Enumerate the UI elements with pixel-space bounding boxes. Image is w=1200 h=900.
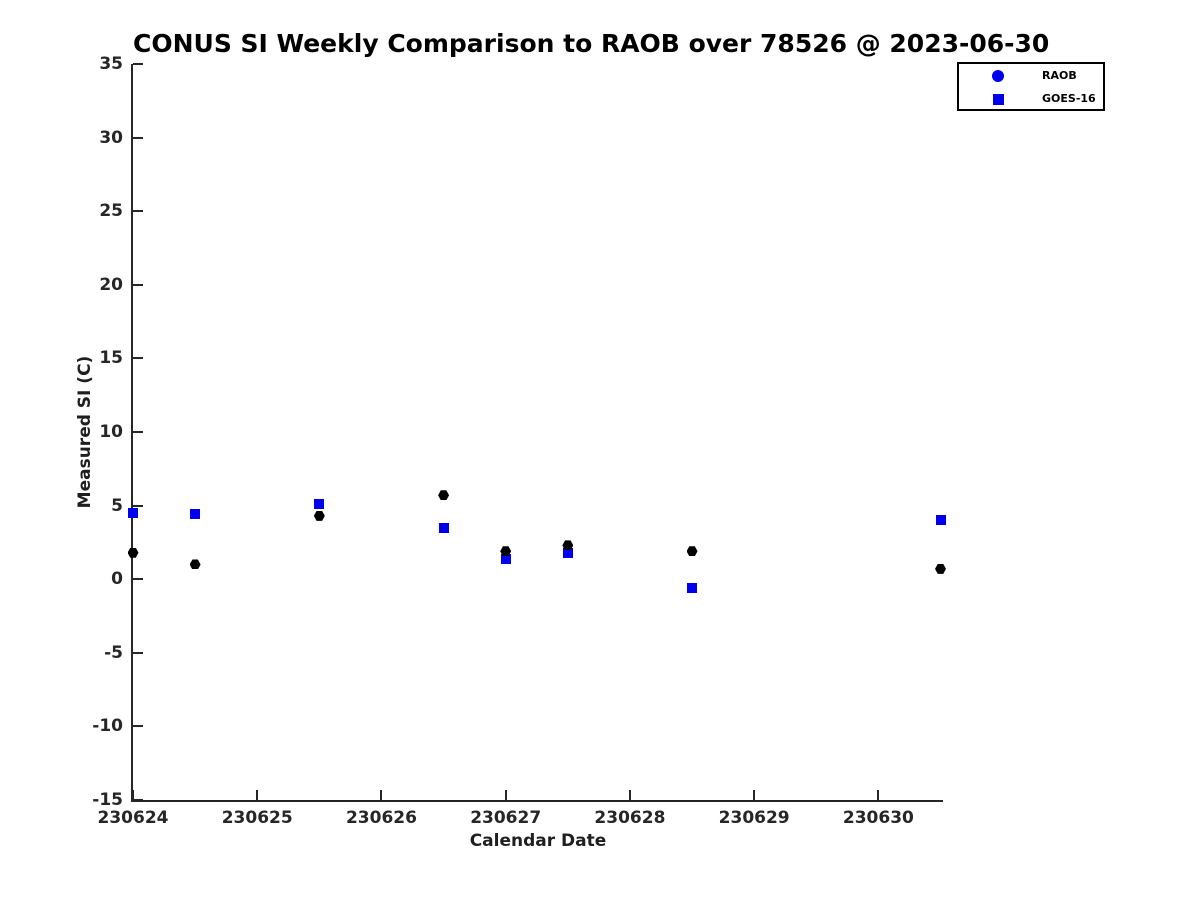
- y-tick-mark: [133, 725, 143, 728]
- y-tick-label: 35: [99, 54, 123, 74]
- y-tick-mark: [133, 799, 143, 801]
- y-tick-label: -15: [92, 790, 123, 810]
- legend-box: RAOB GOES-16: [957, 62, 1105, 111]
- y-tick-mark: [133, 210, 143, 213]
- x-tick-label: 230625: [221, 808, 293, 828]
- data-point-goes-16: [500, 553, 511, 564]
- y-tick-label: -10: [92, 716, 123, 737]
- y-tick-label: 20: [99, 274, 123, 295]
- legend-marker-goes-16: [992, 93, 1004, 105]
- x-tick-mark: [504, 790, 507, 800]
- x-tick-label: 230624: [97, 808, 169, 828]
- x-axis-spine: [131, 800, 943, 802]
- data-point-raob: [562, 540, 574, 551]
- y-tick-mark: [133, 431, 143, 433]
- x-tick-mark: [256, 790, 259, 800]
- y-tick-label: 10: [99, 422, 123, 442]
- x-tick-mark: [628, 790, 631, 800]
- x-tick-label: 230628: [594, 808, 666, 828]
- y-tick-label: 25: [99, 201, 123, 222]
- data-point-goes-16: [128, 507, 138, 518]
- data-point-goes-16: [687, 583, 698, 594]
- legend-label-raob: RAOB: [1042, 69, 1077, 82]
- y-axis-spine: [131, 64, 133, 802]
- legend-marker-raob: [992, 70, 1004, 82]
- x-tick-label: 230627: [470, 808, 542, 828]
- x-tick-mark: [877, 790, 880, 800]
- y-tick-label: 30: [99, 127, 123, 148]
- y-tick-mark: [133, 504, 143, 507]
- x-tick-label: 230626: [345, 808, 417, 828]
- data-point-raob: [500, 546, 512, 557]
- y-tick-label: 5: [111, 495, 123, 516]
- data-point-goes-16: [314, 499, 325, 510]
- y-tick-mark: [133, 283, 143, 286]
- y-tick-label: -5: [104, 642, 123, 663]
- y-tick-mark: [133, 651, 143, 654]
- data-point-raob: [189, 559, 201, 570]
- data-point-goes-16: [935, 515, 946, 526]
- data-point-goes-16: [190, 509, 201, 520]
- data-point-goes-16: [438, 522, 449, 533]
- data-point-raob: [127, 547, 139, 558]
- data-point-raob: [313, 510, 325, 521]
- x-axis-label: Calendar Date: [469, 831, 607, 851]
- y-tick-mark: [133, 357, 143, 360]
- x-tick-mark: [132, 790, 134, 800]
- x-tick-label: 230630: [842, 808, 914, 828]
- y-tick-mark: [133, 578, 143, 581]
- legend-label-goes-16: GOES-16: [1042, 92, 1096, 105]
- y-tick-mark: [133, 63, 143, 65]
- data-point-raob: [686, 546, 698, 557]
- legend-rows: RAOB GOES-16: [959, 64, 1107, 113]
- chart-title: CONUS SI Weekly Comparison to RAOB over …: [133, 29, 1050, 58]
- data-point-raob: [438, 490, 450, 501]
- x-tick-label: 230629: [718, 808, 790, 828]
- x-tick-mark: [380, 790, 383, 800]
- y-tick-label: 0: [111, 569, 123, 590]
- data-point-goes-16: [562, 547, 573, 558]
- y-tick-mark: [133, 136, 143, 139]
- x-tick-mark: [753, 790, 756, 800]
- y-tick-label: 15: [99, 348, 123, 369]
- data-point-raob: [935, 563, 946, 574]
